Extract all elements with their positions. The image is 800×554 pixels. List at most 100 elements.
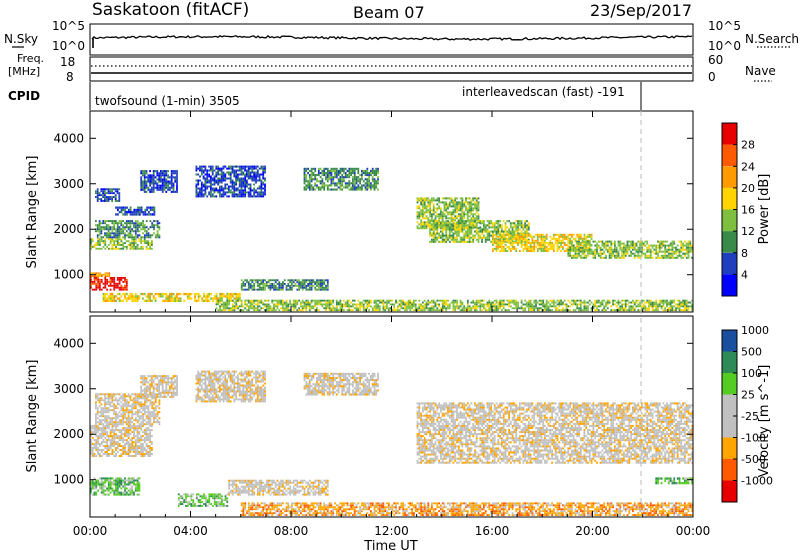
heatmap-cell	[547, 307, 550, 310]
heatmap-cell	[100, 228, 103, 231]
heatmap-cell	[97, 447, 99, 449]
heatmap-cell	[375, 182, 378, 185]
heatmap-cell	[246, 185, 248, 188]
heatmap-cell	[153, 226, 155, 229]
heatmap-cell	[633, 252, 636, 255]
heatmap-cell	[215, 173, 218, 176]
heatmap-cell	[328, 309, 331, 312]
heatmap-cell	[352, 178, 354, 181]
heatmap-cell	[377, 309, 379, 312]
heatmap-cell	[533, 309, 536, 312]
heatmap-cell	[526, 241, 528, 244]
heatmap-cell	[520, 226, 523, 229]
heatmap-cell	[98, 194, 101, 197]
heatmap-cell	[229, 191, 232, 194]
heatmap-cell	[204, 173, 207, 176]
heatmap-cell	[359, 182, 361, 185]
heatmap-cell	[540, 250, 543, 252]
heatmap-cell	[242, 185, 245, 188]
heatmap-cell	[538, 247, 541, 250]
heatmap-cell	[138, 247, 141, 250]
heatmap-cell	[301, 284, 304, 287]
heatmap-cell	[664, 307, 667, 310]
heatmap-cell	[639, 303, 641, 306]
heatmap-cell	[120, 238, 123, 241]
heatmap-cell	[229, 173, 232, 176]
heatmap-cell	[509, 236, 512, 239]
heatmap-cell	[127, 208, 130, 212]
heatmap-cell	[646, 246, 649, 249]
heatmap-cell	[633, 303, 636, 306]
heatmap-cell	[431, 232, 433, 235]
heatmap-cell	[691, 250, 693, 253]
heatmap-cell	[262, 173, 265, 176]
heatmap-cell	[107, 228, 110, 231]
heatmap-cell	[136, 220, 139, 223]
heatmap-cell	[292, 309, 295, 312]
heatmap-cell	[651, 246, 654, 249]
heatmap-cell	[233, 171, 236, 174]
heatmap-cell	[522, 224, 525, 227]
heatmap-cell	[427, 219, 430, 222]
heatmap-cell	[524, 224, 527, 227]
heatmap-cell	[606, 301, 609, 304]
heatmap-cell	[125, 230, 128, 233]
heatmap-cell	[599, 248, 602, 251]
heatmap-cell	[142, 226, 144, 229]
heatmap-cell	[97, 439, 99, 442]
heatmap-cell	[264, 288, 266, 291]
heatmap-cell	[411, 307, 413, 310]
heatmap-cell	[617, 244, 620, 247]
heatmap-cell	[107, 284, 110, 287]
heatmap-cell	[212, 299, 214, 302]
heatmap-cell	[520, 307, 523, 310]
heatmap-cell	[104, 198, 106, 200]
heatmap-cell	[314, 178, 317, 181]
heatmap-cell	[649, 303, 652, 306]
heatmap-cell	[246, 288, 248, 291]
heatmap-cell	[497, 301, 500, 304]
heatmap-cell	[434, 305, 437, 308]
heatmap-cell	[262, 165, 265, 168]
heatmap-cell	[204, 187, 207, 190]
heatmap-cell	[134, 230, 137, 233]
heatmap-cell	[440, 226, 442, 229]
heatmap-cell	[147, 242, 150, 244]
heatmap-cell	[314, 184, 317, 187]
heatmap-cell	[199, 169, 201, 172]
heatmap-cell	[574, 309, 577, 312]
heatmap-cell	[579, 301, 582, 304]
heatmap-cell	[457, 209, 460, 212]
heatmap-cell	[310, 167, 313, 170]
heatmap-cell	[542, 233, 545, 236]
heatmap-cell	[350, 167, 352, 170]
heatmap-cell	[217, 169, 219, 172]
heatmap-cell	[524, 245, 527, 248]
heatmap-cell	[658, 244, 661, 247]
heatmap-cell	[432, 307, 435, 310]
heatmap-cell	[685, 242, 688, 245]
heatmap-cell	[673, 301, 676, 304]
heatmap-cell	[102, 441, 105, 444]
heatmap-cell	[368, 176, 370, 179]
heatmap-cell	[208, 295, 211, 298]
heatmap-cell	[502, 230, 505, 233]
heatmap-cell	[303, 169, 306, 172]
heatmap-cell	[466, 303, 469, 306]
heatmap-cell	[167, 188, 169, 191]
heatmap-cell	[441, 307, 444, 310]
heatmap-cell	[450, 213, 453, 216]
heatmap-cell	[563, 237, 566, 240]
heatmap-cell	[617, 256, 620, 259]
heatmap-cell	[440, 209, 442, 212]
heatmap-cell	[247, 309, 250, 312]
heatmap-cell	[107, 220, 110, 223]
heatmap-cell	[673, 299, 676, 302]
heatmap-cell	[486, 309, 489, 312]
heatmap-cell	[91, 443, 94, 445]
heatmap-cell	[639, 305, 641, 308]
heatmap-cell	[200, 171, 203, 174]
heatmap-cell	[249, 301, 252, 304]
heatmap-cell	[461, 309, 464, 312]
heatmap-cell	[240, 288, 243, 291]
